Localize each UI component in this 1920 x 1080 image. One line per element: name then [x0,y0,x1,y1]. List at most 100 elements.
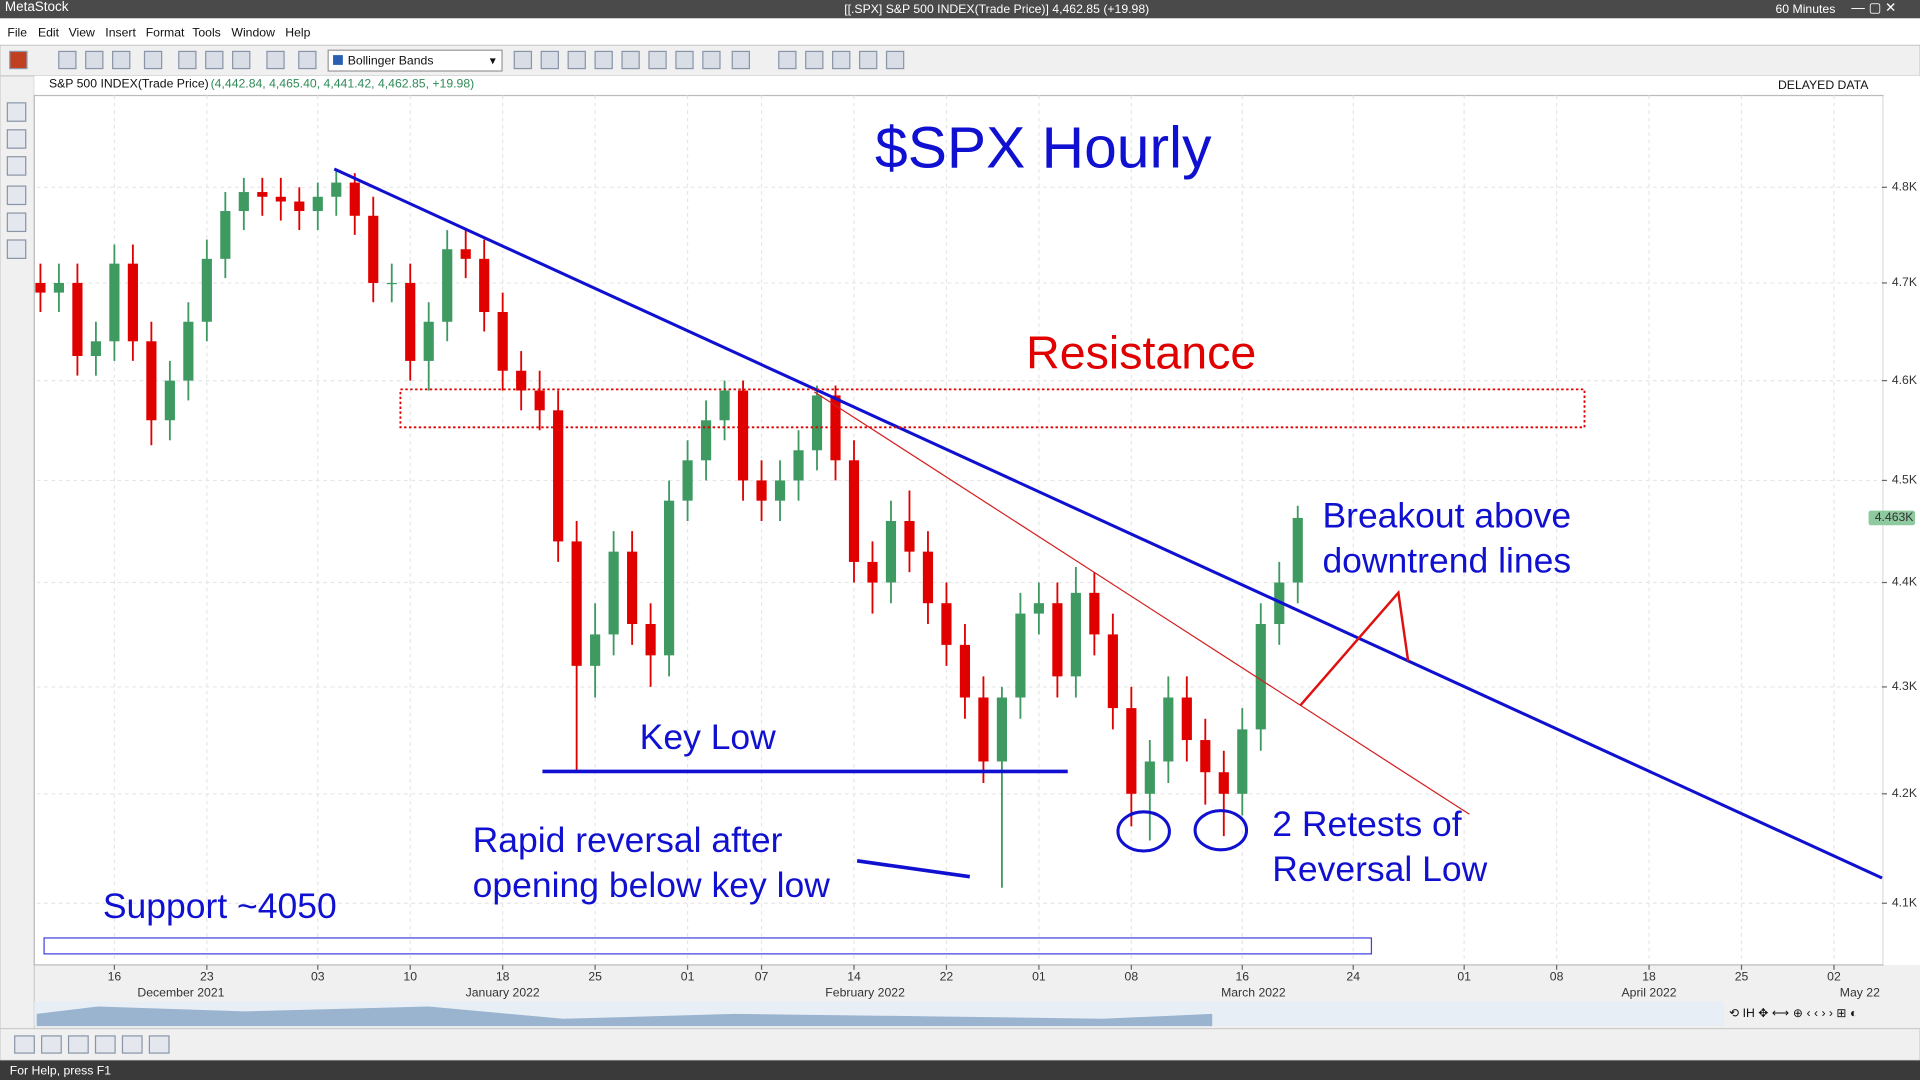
tool-button[interactable] [6,102,27,122]
tool-button[interactable] [513,50,533,70]
tool-button[interactable] [731,50,750,70]
tool-button[interactable] [567,50,586,70]
candle-body [516,370,527,391]
tool-button[interactable] [178,50,197,70]
nav-icons[interactable]: ⟲ IH ✥ ⟷ ⊕ ‹ ‹ › › ⊞ ◐ [1729,1006,1857,1020]
tool-button[interactable] [58,50,77,70]
tool-button[interactable] [858,50,878,70]
tab-button[interactable] [121,1035,143,1054]
tool-button[interactable] [6,156,27,176]
window-controls[interactable]: — ▢ ✕ [1851,0,1896,15]
tool-button[interactable] [540,50,559,70]
indicator-dropdown[interactable] [327,49,503,72]
x-month-label: January 2022 [466,985,540,999]
candle-body [405,282,416,361]
candle-body [423,321,434,361]
tab-button[interactable] [67,1035,89,1054]
resistance-zone [399,388,1586,429]
x-tick-label: 23 [200,969,214,983]
tool-button[interactable] [266,50,285,70]
tab-button[interactable] [41,1035,62,1054]
candle-body [127,263,138,342]
candle-body [35,282,46,293]
tool-button[interactable] [832,50,851,70]
tool-button[interactable] [648,50,667,70]
x-tick-label: 10 [403,969,417,983]
tool-button[interactable] [6,129,27,149]
candle-body [220,211,231,259]
candle-body [90,341,101,356]
tool-button[interactable] [6,212,27,233]
candle-body [553,410,564,542]
candle-body [1052,603,1063,677]
candle-body [183,321,194,381]
tool-button[interactable] [232,50,251,70]
x-tick-label: 24 [1346,969,1360,983]
candle-body [700,420,712,461]
candle-body [1089,592,1100,635]
candle-body [164,380,175,421]
tool-button[interactable] [205,50,224,70]
tab-button[interactable] [148,1035,170,1054]
overview-shape [36,1006,1213,1027]
candle-body [571,541,582,666]
tab-button[interactable] [14,1035,35,1054]
menu-item[interactable]: Edit [38,25,60,39]
tool-button[interactable] [778,50,797,70]
window-title: [[.SPX] S&P 500 INDEX(Trade Price)] 4,46… [844,2,1149,16]
tool-button[interactable] [9,50,28,70]
tool-button[interactable] [675,50,694,70]
y-tick-label: 4.8K [1892,180,1918,194]
menu-item[interactable]: Insert [105,25,136,39]
x-month-label: March 2022 [1221,985,1286,999]
tool-button[interactable] [885,50,905,70]
tool-button[interactable] [805,50,824,70]
menu-item[interactable]: Tools [192,25,221,39]
menu-item[interactable]: Format [146,25,185,39]
x-tick-label: 16 [1235,969,1249,983]
candle-body [885,520,897,583]
annotation: Support ~4050 [103,886,337,926]
x-tick-label: 18 [496,969,510,983]
menu-item[interactable]: View [69,25,95,39]
candle-body [460,249,471,259]
menu-item[interactable]: Help [285,25,310,39]
tool-button[interactable] [85,50,104,70]
annotation: Breakout above [1322,495,1571,535]
indicator-icon [333,55,343,65]
toolbar-icons [9,50,905,70]
last-price-label: 4.463K [1875,510,1915,524]
candle-body [959,644,971,698]
tool-button[interactable] [298,50,317,70]
menu-bar [0,18,1920,46]
menu-item[interactable]: Window [231,25,275,39]
y-tick-label: 4.2K [1892,786,1918,800]
dropdown-arrow[interactable]: ▾ [490,53,496,67]
candle-body [201,258,212,322]
tab-button[interactable] [94,1035,116,1054]
delayed-data: DELAYED DATA [1778,78,1869,92]
tool-button[interactable] [6,185,27,206]
candle-body [922,551,934,604]
tool-button[interactable] [621,50,640,70]
menu: File Edit View Insert Format Tools Window Help [7,25,310,39]
tool-button[interactable] [594,50,613,70]
nav-controls[interactable] [1724,1001,1920,1027]
tool-button[interactable] [143,50,163,70]
x-tick-label: 22 [940,969,954,983]
y-tick-label: 4.7K [1892,275,1918,289]
candle-body [793,450,804,481]
tool-button[interactable] [6,239,27,259]
y-tick-label: 4.6K [1892,373,1918,387]
pointer [856,858,971,879]
menu-item[interactable]: File [7,25,27,39]
y-tick-label: 4.1K [1892,895,1918,909]
candle-body [257,192,268,197]
candle-body [996,697,1007,762]
candle-body [294,201,305,212]
candle-body [645,623,656,656]
tool-button[interactable] [112,50,131,70]
security-name: S&P 500 INDEX(Trade Price) [49,77,209,91]
candle-body [978,697,989,762]
tool-button[interactable] [702,50,721,70]
